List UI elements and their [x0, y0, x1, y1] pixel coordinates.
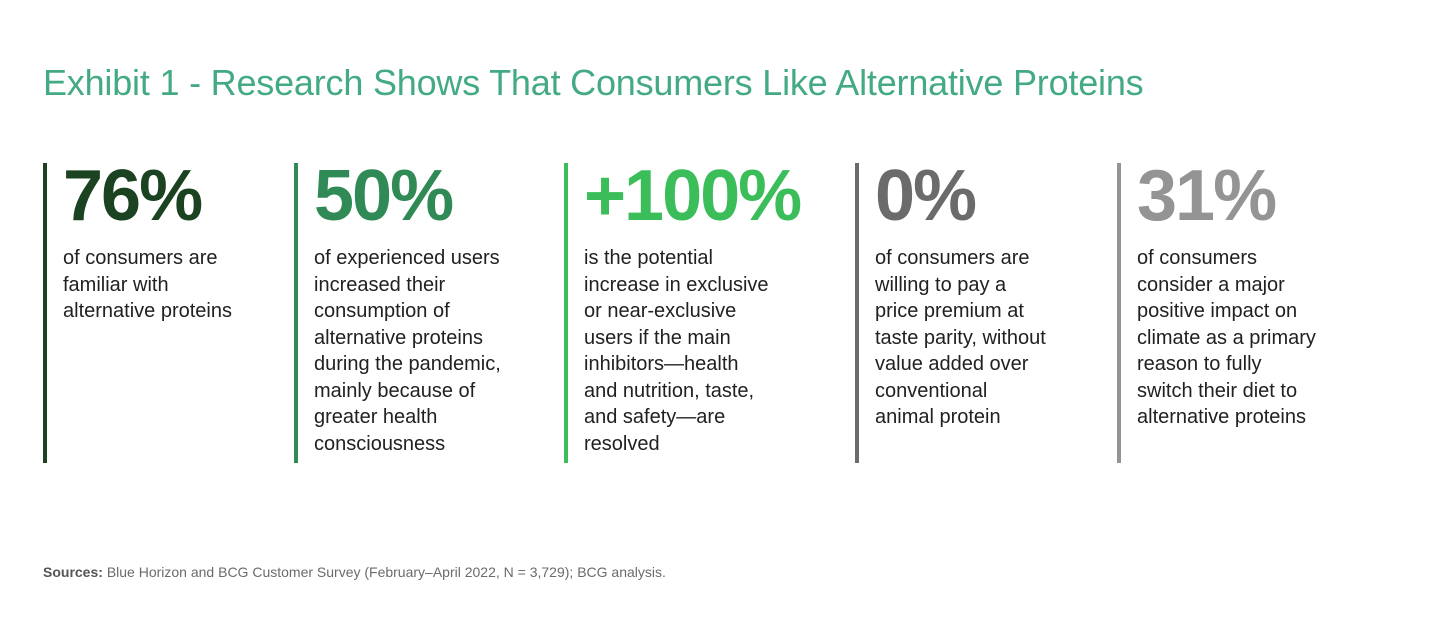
stat-value: +100% [584, 156, 802, 236]
stat-card-climate-reason: 31% of consumers consider a major positi… [1117, 156, 1369, 463]
stat-value: 76% [63, 156, 203, 236]
stat-value: 31% [1137, 156, 1277, 236]
stat-description: is the potential increase in exclusive o… [584, 247, 769, 455]
stat-accent-bar [43, 163, 47, 463]
stat-description: of consumers consider a major positive i… [1137, 247, 1316, 428]
stat-card-pandemic-consumption: 50% of experienced users increased their… [294, 156, 550, 463]
sources-note: Sources: Blue Horizon and BCG Customer S… [43, 563, 666, 581]
stat-value: 0% [875, 156, 977, 236]
sources-label: Sources: [43, 564, 103, 580]
sources-text: Blue Horizon and BCG Customer Survey (Fe… [106, 564, 666, 580]
stat-accent-bar [294, 163, 298, 463]
exhibit-title: Exhibit 1 - Research Shows That Consumer… [43, 62, 1144, 104]
stat-accent-bar [1117, 163, 1121, 463]
stat-accent-bar [564, 163, 568, 463]
stat-description: of consumers are willing to pay a price … [875, 247, 1046, 428]
stat-card-potential-increase: +100% is the potential increase in exclu… [564, 156, 840, 463]
stat-card-familiarity: 76% of consumers are familiar with alter… [43, 156, 278, 463]
stat-accent-bar [855, 163, 859, 463]
stat-description: of consumers are familiar with alternati… [63, 247, 232, 322]
stat-description: of experienced users increased their con… [314, 247, 501, 455]
stat-card-price-premium: 0% of consumers are willing to pay a pri… [855, 156, 1103, 463]
stat-value: 50% [314, 156, 454, 236]
